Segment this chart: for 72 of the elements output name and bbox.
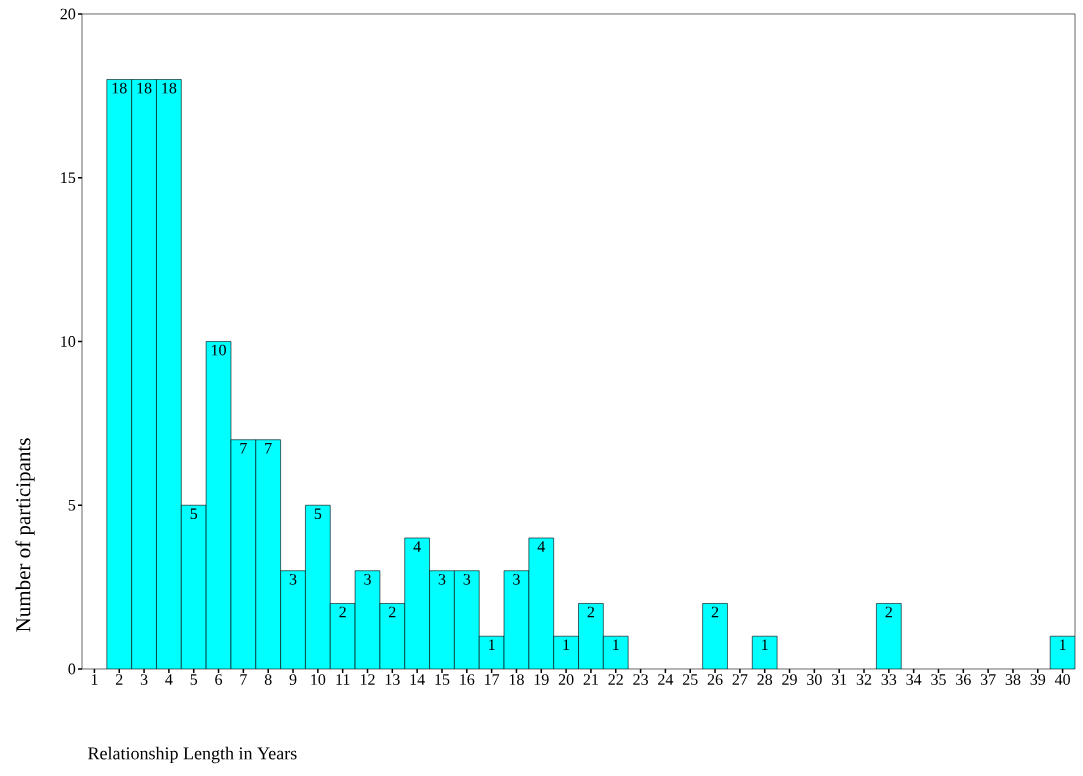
- data-label: 18: [137, 82, 152, 94]
- x-tick-label: 11: [336, 674, 350, 685]
- x-tick-label: 34: [906, 674, 922, 685]
- x-tick-label: 1: [91, 674, 98, 685]
- data-label: 2: [885, 606, 892, 618]
- x-tick-label: 28: [757, 674, 773, 685]
- x-tick-label: 26: [707, 674, 723, 685]
- x-tick-label: 22: [608, 674, 623, 685]
- x-tick-label: 29: [782, 674, 797, 685]
- x-tick-label: 19: [534, 674, 549, 685]
- y-tick-label: 20: [60, 8, 76, 20]
- x-tick-label: 37: [980, 674, 996, 685]
- x-tick-label: 33: [881, 674, 897, 685]
- y-tick-label: 15: [61, 172, 76, 184]
- x-axis-title: Relationship Length in Years: [88, 746, 297, 764]
- x-tick-label: 6: [215, 674, 223, 685]
- x-tick-label: 25: [682, 674, 698, 685]
- data-label: 2: [587, 606, 595, 618]
- y-axis-title: Number of participants: [15, 438, 35, 632]
- x-tick-label: 24: [658, 674, 674, 685]
- data-label: 7: [265, 442, 272, 454]
- x-tick-label: 30: [807, 674, 822, 685]
- x-tick-label: 3: [140, 674, 148, 685]
- data-label: 18: [112, 82, 127, 94]
- x-tick-label: 4: [165, 674, 173, 685]
- x-tick-label: 39: [1030, 674, 1046, 685]
- y-tick-label: 5: [68, 499, 76, 511]
- x-tick-label: 31: [831, 674, 847, 685]
- x-tick-label: 8: [264, 674, 272, 685]
- x-tick-label: 12: [360, 674, 375, 685]
- x-tick-label: 10: [311, 674, 326, 685]
- data-label: 4: [413, 541, 421, 552]
- x-tick-label: 15: [435, 674, 450, 685]
- data-label: 10: [211, 344, 226, 356]
- x-tick-label: 2: [115, 674, 123, 685]
- x-tick-label: 38: [1005, 674, 1021, 685]
- x-tick-label: 35: [931, 674, 946, 685]
- x-tick-label: 16: [460, 674, 475, 685]
- x-tick-label: 7: [240, 674, 247, 685]
- x-tick-label: 9: [289, 674, 297, 685]
- x-tick-label: 36: [956, 674, 971, 685]
- data-label: 3: [289, 573, 297, 585]
- x-tick-label: 14: [410, 674, 425, 685]
- y-tick-label: 10: [61, 336, 76, 347]
- x-tick-label: 13: [385, 674, 400, 685]
- x-tick-label: 23: [633, 674, 648, 685]
- data-label: 1: [762, 639, 768, 650]
- x-tick-label: 5: [190, 674, 198, 685]
- data-label: 1: [563, 639, 570, 650]
- data-label: 3: [364, 573, 371, 585]
- data-label: 2: [389, 606, 396, 618]
- data-label: 3: [513, 573, 520, 585]
- x-tick-label: 27: [732, 674, 748, 685]
- data-label: 1: [1060, 639, 1066, 650]
- x-tick-label: 21: [583, 674, 598, 685]
- x-tick-label: 20: [558, 674, 574, 685]
- x-tick-label: 17: [485, 674, 500, 685]
- data-label: 2: [339, 606, 346, 618]
- data-label: 1: [489, 639, 495, 650]
- data-label: 5: [314, 508, 322, 520]
- y-tick-label: 0: [68, 663, 76, 675]
- data-label: 7: [240, 442, 247, 454]
- data-label: 3: [463, 573, 471, 585]
- data-label: 18: [162, 82, 177, 94]
- data-label: 3: [438, 573, 446, 585]
- data-label: 5: [190, 508, 198, 520]
- x-tick-label: 18: [509, 674, 524, 685]
- x-tick-label: 32: [856, 674, 872, 685]
- data-label: 2: [711, 606, 719, 618]
- x-tick-label: 40: [1054, 674, 1070, 685]
- data-label: 4: [537, 541, 546, 552]
- data-label: 1: [613, 639, 619, 650]
